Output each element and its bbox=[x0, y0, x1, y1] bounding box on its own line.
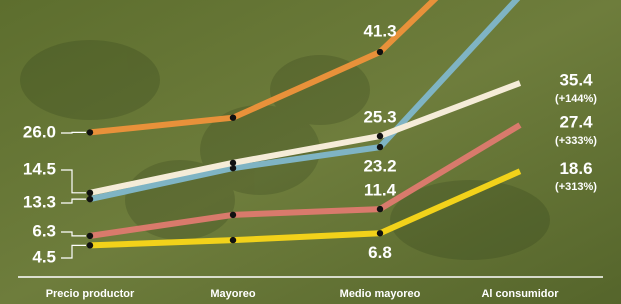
value-label: 6.8 bbox=[368, 243, 392, 262]
point bbox=[87, 196, 93, 202]
point bbox=[87, 242, 93, 248]
value-label: 41.3 bbox=[363, 21, 396, 40]
value-label: 11.4 bbox=[364, 181, 397, 200]
x-tick-label: Mayoreo bbox=[210, 288, 256, 300]
point bbox=[87, 129, 93, 135]
value-label: 14.5 bbox=[23, 159, 56, 178]
value-label: 13.3 bbox=[23, 192, 56, 211]
value-label: 18.6 bbox=[559, 159, 592, 178]
value-label: 23.2 bbox=[363, 157, 396, 176]
value-label: 6.3 bbox=[32, 221, 56, 240]
point bbox=[377, 144, 383, 150]
x-tick-label: Al consumidor bbox=[481, 288, 559, 300]
chart: Precio productor Mayoreo Medio mayoreo Al c… bbox=[0, 0, 621, 304]
point bbox=[230, 114, 236, 120]
x-tick-label: Medio mayoreo bbox=[340, 288, 421, 300]
point bbox=[377, 133, 383, 139]
point bbox=[230, 237, 236, 243]
point bbox=[377, 230, 383, 236]
value-label: 35.4 bbox=[559, 70, 593, 89]
x-tick-label: Precio productor bbox=[46, 288, 135, 300]
point bbox=[87, 233, 93, 239]
point bbox=[377, 206, 383, 212]
change-label: (+144%) bbox=[555, 93, 597, 105]
value-label: 27.4 bbox=[559, 113, 593, 132]
value-label: 26.0 bbox=[23, 122, 56, 141]
point bbox=[377, 49, 383, 55]
value-label: 25.3 bbox=[363, 108, 396, 127]
leader bbox=[61, 132, 86, 133]
point bbox=[230, 160, 236, 166]
change-label: (+333%) bbox=[555, 135, 597, 147]
change-label: (+313%) bbox=[555, 181, 597, 193]
point bbox=[230, 212, 236, 218]
value-label: 4.5 bbox=[32, 247, 56, 266]
point bbox=[87, 190, 93, 196]
